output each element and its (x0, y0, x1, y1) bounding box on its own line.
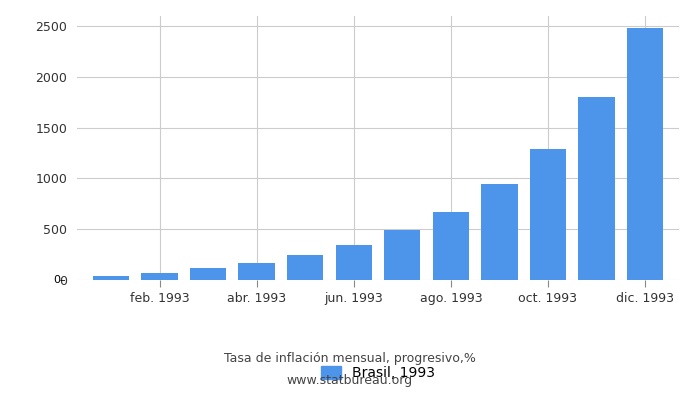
Text: Tasa de inflación mensual, progresivo,%: Tasa de inflación mensual, progresivo,% (224, 352, 476, 365)
Bar (287, 255, 323, 280)
Text: www.statbureau.org: www.statbureau.org (287, 374, 413, 387)
Bar (481, 184, 517, 280)
Bar (433, 212, 469, 280)
Bar (335, 246, 372, 280)
Bar (141, 273, 178, 280)
Bar (626, 28, 663, 280)
Legend: Brasil, 1993: Brasil, 1993 (321, 366, 435, 380)
Text: 0–: 0– (53, 275, 66, 285)
Bar (578, 97, 615, 280)
Bar (239, 263, 275, 280)
Bar (190, 268, 226, 280)
Bar (384, 230, 421, 280)
Bar (530, 149, 566, 280)
Bar (93, 276, 130, 280)
